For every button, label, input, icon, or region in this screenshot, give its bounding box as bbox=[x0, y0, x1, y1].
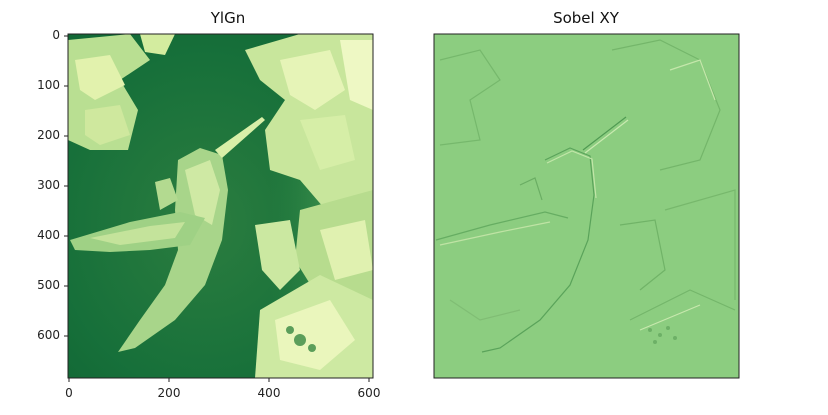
x-tick-label: 0 bbox=[65, 386, 73, 400]
y-tick-label: 300 bbox=[37, 178, 60, 192]
y-tick-label: 400 bbox=[37, 228, 60, 242]
ylgn-image bbox=[68, 34, 373, 378]
y-tick-label: 500 bbox=[37, 278, 60, 292]
left-panel-title: YlGn bbox=[210, 9, 246, 27]
y-tick-label: 100 bbox=[37, 78, 60, 92]
right-axes-frame bbox=[433, 33, 740, 379]
x-tick-label: 200 bbox=[157, 386, 181, 400]
y-tick-label: 200 bbox=[37, 128, 60, 142]
left-y-ticks bbox=[64, 35, 68, 337]
right-panel-title: Sobel XY bbox=[553, 9, 619, 27]
x-tick-label: 600 bbox=[357, 386, 381, 400]
left-axes-frame bbox=[67, 33, 374, 379]
left-x-ticks bbox=[68, 378, 370, 382]
sobel-image bbox=[434, 34, 739, 378]
y-tick-label: 600 bbox=[37, 328, 60, 342]
y-tick-label: 0 bbox=[52, 28, 60, 42]
x-tick-label: 400 bbox=[257, 386, 281, 400]
